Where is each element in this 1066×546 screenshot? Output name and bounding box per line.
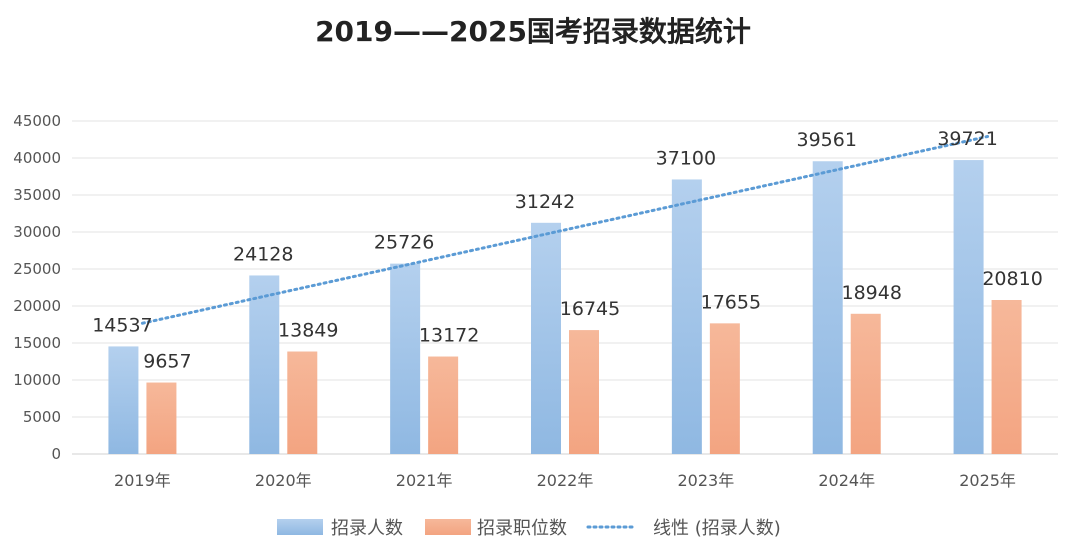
x-category-label: 2025年 [959, 471, 1016, 490]
data-label: 20810 [982, 268, 1042, 290]
y-tick-label: 15000 [13, 334, 61, 352]
data-label: 9657 [143, 351, 191, 373]
y-tick-label: 25000 [13, 260, 61, 278]
data-label: 18948 [841, 282, 901, 304]
legend-label: 线性 (招录人数) [653, 518, 781, 539]
y-tick-label: 35000 [13, 186, 61, 204]
x-category-label: 2023年 [677, 471, 734, 490]
bar-positions [287, 351, 318, 454]
gridlines [72, 120, 1058, 455]
bar-recruits [390, 263, 421, 454]
trendline [140, 134, 990, 325]
data-labels: 14537 9657 24128 13849 25726 13172 31242 16745 3… [92, 128, 1043, 372]
bar-positions [569, 330, 599, 454]
bar-recruits [531, 222, 561, 454]
data-label: 39721 [937, 128, 997, 150]
data-label: 25726 [374, 232, 434, 254]
bar-positions [850, 313, 881, 454]
bar-positions [709, 323, 740, 454]
y-tick-label: 40000 [13, 149, 61, 167]
data-label: 16745 [560, 298, 620, 320]
x-category-label: 2020年 [255, 471, 312, 490]
bar-positions [428, 356, 459, 454]
data-label: 17655 [701, 291, 761, 313]
chart-title: 2019——2025国考招录数据统计 [315, 15, 751, 48]
bars [108, 160, 1022, 454]
data-label: 37100 [656, 147, 716, 169]
data-label: 31242 [515, 191, 575, 213]
y-tick-label: 45000 [13, 112, 61, 130]
x-axis: 2019年 2020年 2021年 2022年 2023年 2024年 2025年 [114, 471, 1016, 490]
x-category-label: 2024年 [818, 471, 875, 490]
legend-swatch [425, 519, 471, 535]
legend-label: 招录职位数 [477, 518, 567, 539]
bar-recruits [249, 275, 280, 454]
bar-recruits [953, 160, 984, 454]
trendline-line [140, 134, 990, 325]
data-label: 13172 [419, 325, 479, 347]
bar-positions [146, 382, 177, 454]
x-category-label: 2019年 [114, 471, 171, 490]
legend-swatch [277, 519, 323, 535]
data-label: 13849 [278, 320, 338, 342]
data-label: 14537 [92, 314, 152, 336]
legend-label: 招录人数 [331, 518, 403, 539]
data-label: 24128 [233, 243, 293, 265]
bar-recruits [671, 179, 702, 454]
y-axis: 0 5000 10000 15000 20000 25000 30000 35000 40000… [13, 112, 61, 463]
y-tick-label: 0 [51, 445, 61, 463]
y-tick-label: 10000 [13, 371, 61, 389]
x-category-label: 2022年 [537, 471, 594, 490]
data-label: 39561 [796, 129, 856, 151]
y-tick-label: 30000 [13, 223, 61, 241]
bar-recruits [812, 161, 843, 454]
bar-recruits [108, 346, 139, 454]
x-category-label: 2021年 [396, 471, 453, 490]
bar-positions [991, 300, 1022, 454]
legend: 招录人数 招录职位数 线性 (招录人数) [277, 518, 781, 539]
y-tick-label: 5000 [23, 408, 61, 426]
y-tick-label: 20000 [13, 297, 61, 315]
